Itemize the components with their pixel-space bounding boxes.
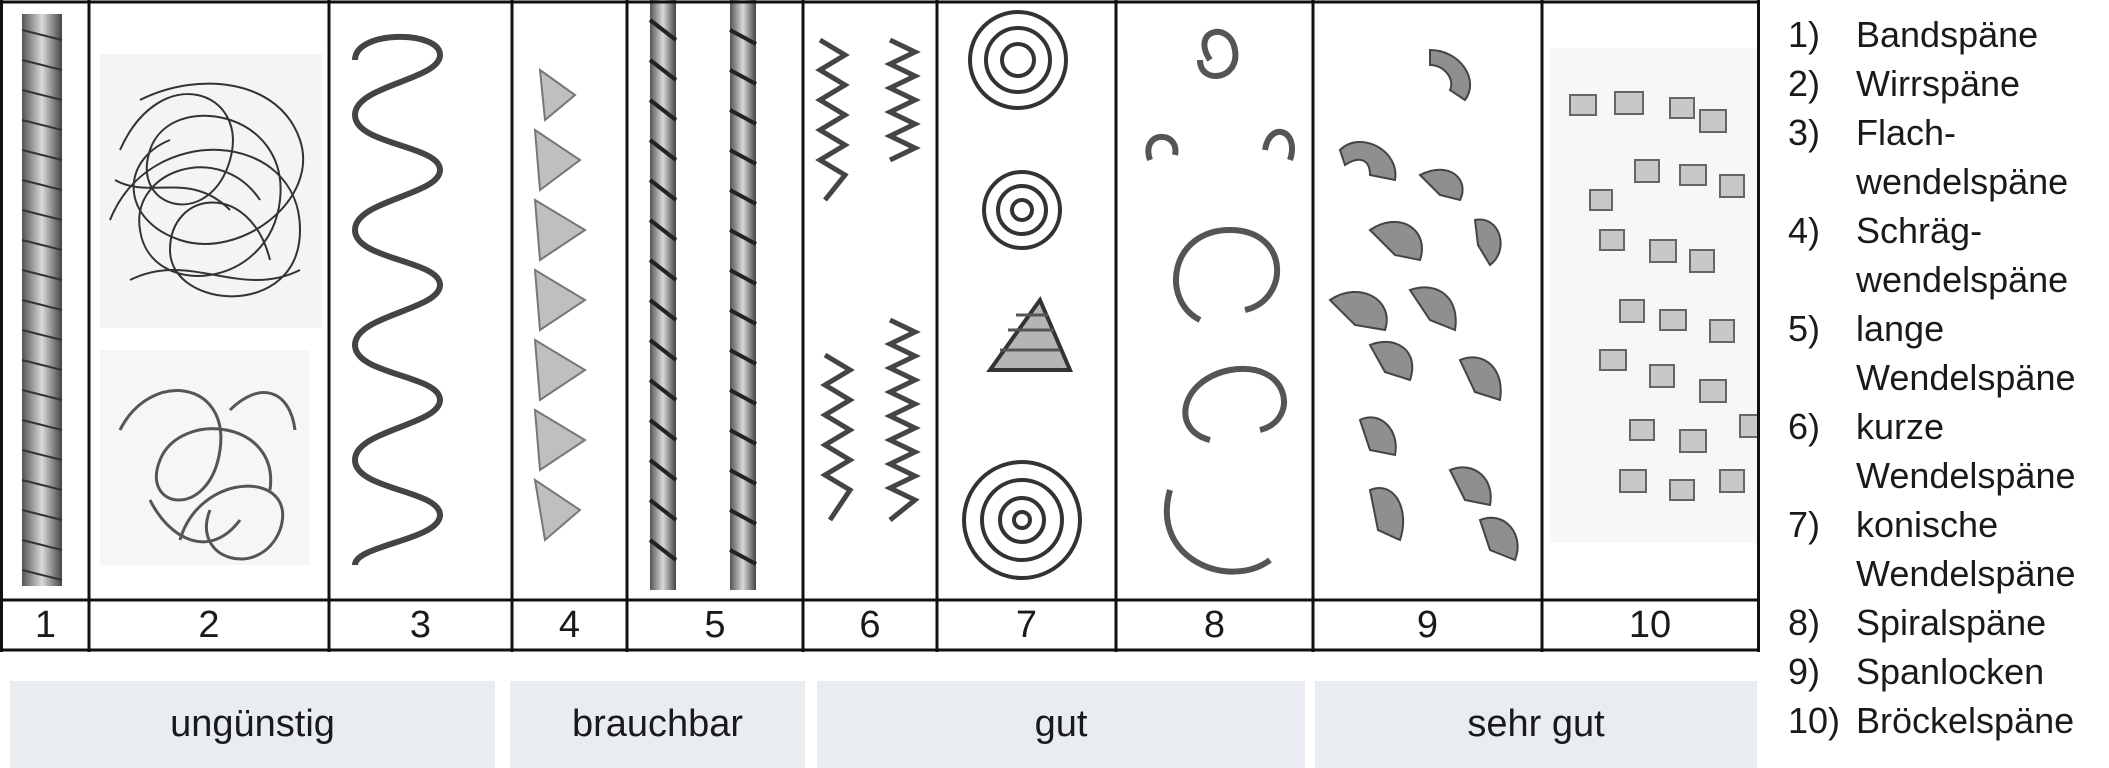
curled-chip-image	[1328, 48, 1519, 562]
rating-band-usable: brauchbar	[510, 681, 805, 768]
fragmented-chip-image	[1550, 48, 1760, 543]
legend-number: 10)	[1788, 700, 1841, 741]
column-number-10: 10	[1628, 604, 1672, 646]
legend-item-7: 7) konische Wendelspäne	[1788, 500, 2108, 598]
table-grid	[0, 0, 1760, 652]
column-number-5: 5	[704, 604, 726, 646]
column-number-7: 7	[1015, 604, 1038, 646]
legend-label: Bröckelspäne	[1856, 700, 2075, 741]
legend-number: 2)	[1788, 63, 1821, 104]
legend-item-10: 10) Bröckelspäne	[1788, 696, 2108, 745]
legend-item-8: 8) Spiralspäne	[1788, 598, 2108, 647]
tangled-chip-image-top	[100, 54, 322, 328]
chip-type-table	[0, 0, 1760, 652]
legend-item-4: 4) Schräg-wendelspäne	[1788, 206, 2108, 304]
legend-item-5: 5) lange Wendelspäne	[1788, 304, 2108, 402]
flat-helical-chip-image	[351, 33, 444, 566]
band-chip-image	[21, 14, 63, 586]
legend-number: 9)	[1788, 651, 1821, 692]
rating-band-good: gut	[817, 681, 1305, 768]
legend-number: 7)	[1788, 504, 1821, 545]
rating-band-very-good: sehr gut	[1315, 681, 1757, 768]
tangled-chip-image-bottom	[100, 350, 310, 565]
legend-number: 5)	[1788, 308, 1821, 349]
legend-label: Wirrspäne	[1856, 63, 2021, 104]
legend-item-2: 2) Wirrspäne	[1788, 59, 2108, 108]
legend-item-1: 1) Bandspäne	[1788, 10, 2108, 59]
oblique-helical-chip-image	[533, 67, 587, 542]
legend-label: Spanlocken	[1856, 651, 2045, 692]
legend-item-9: 9) Spanlocken	[1788, 647, 2108, 696]
legend-item-6: 6) kurze Wendelspäne	[1788, 402, 2108, 500]
legend-label: kurze Wendelspäne	[1856, 406, 2076, 496]
column-number-8: 8	[1203, 604, 1226, 646]
legend-number: 4)	[1788, 210, 1821, 251]
legend-label: lange Wendelspäne	[1856, 308, 2076, 398]
chip-type-legend: 1) Bandspäne 2) Wirrspäne 3) Flach-wende…	[1788, 10, 2108, 745]
legend-number: 3)	[1788, 112, 1821, 153]
legend-label: Schräg-wendelspäne	[1856, 210, 2069, 300]
spiral-chip-image	[1145, 29, 1295, 575]
legend-label: Spiralspäne	[1856, 602, 2047, 643]
column-number-1: 1	[34, 604, 57, 646]
legend-label: Flach-wendelspäne	[1856, 112, 2069, 202]
legend-number: 6)	[1788, 406, 1821, 447]
short-helical-chip-image	[815, 37, 921, 522]
column-number-3: 3	[409, 604, 432, 646]
column-number-4: 4	[558, 604, 581, 646]
conical-helical-chip-image	[962, 10, 1082, 580]
column-number-2: 2	[198, 604, 220, 646]
legend-label: Bandspäne	[1856, 14, 2039, 55]
legend-label: konische Wendelspäne	[1856, 504, 2076, 594]
legend-number: 1)	[1788, 14, 1821, 55]
legend-number: 8)	[1788, 602, 1821, 643]
rating-band-unfavorable: ungünstig	[10, 681, 495, 768]
long-helical-chip-image	[648, 0, 757, 590]
column-number-9: 9	[1416, 604, 1439, 646]
legend-item-3: 3) Flach-wendelspäne	[1788, 108, 2108, 206]
column-number-6: 6	[859, 604, 881, 646]
